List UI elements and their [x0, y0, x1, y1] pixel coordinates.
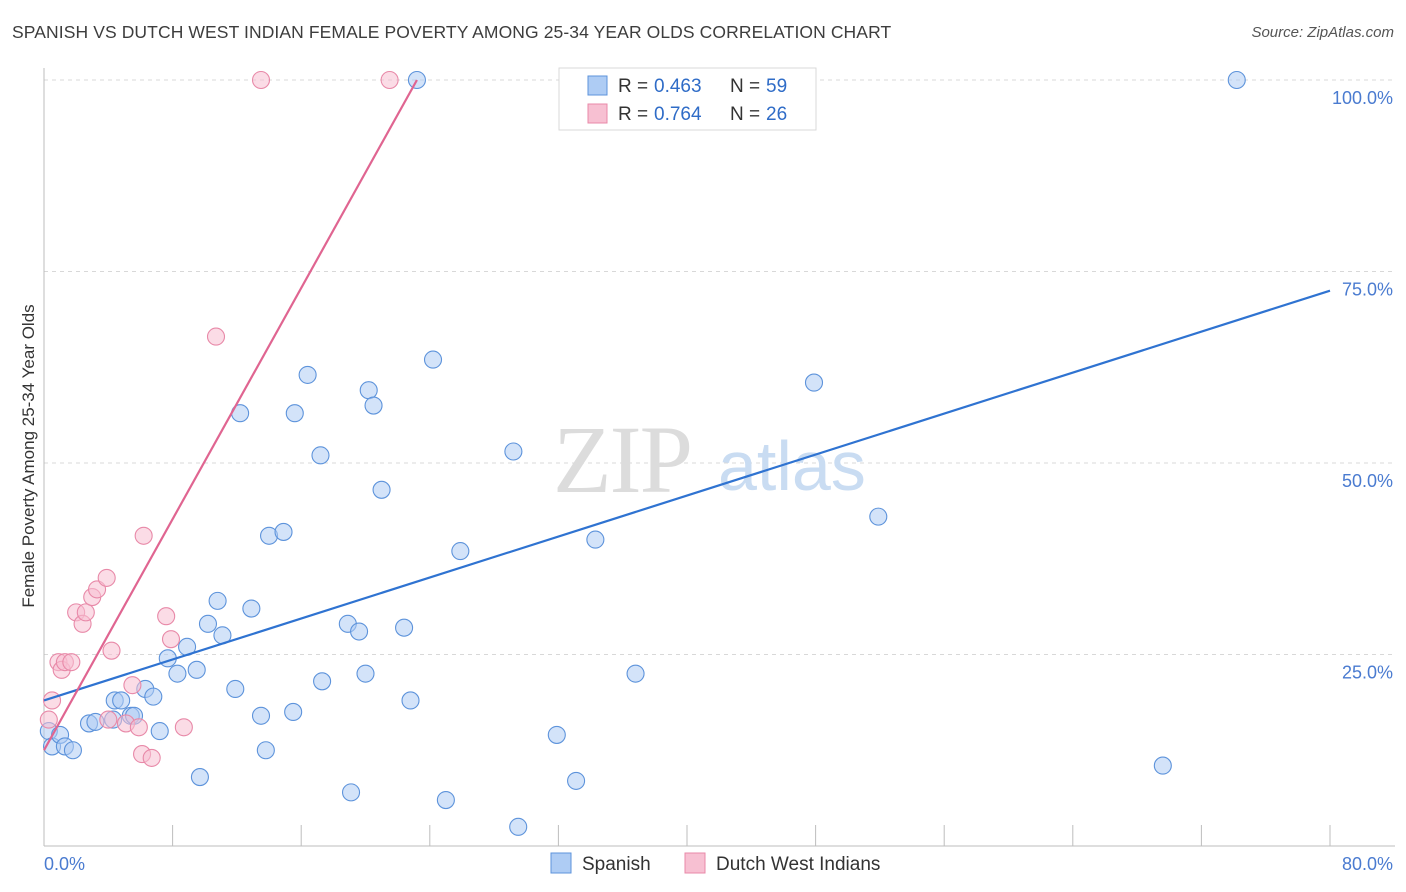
x-tick-labels: 0.0% 80.0%	[44, 854, 1393, 874]
point-spanish	[504, 442, 523, 461]
y-axis-title: Female Poverty Among 25-34 Year Olds	[19, 304, 38, 607]
stats-r-label-spanish: R =	[618, 76, 648, 97]
gridlines	[44, 79, 1395, 655]
point-spanish	[256, 741, 275, 760]
point-spanish	[285, 404, 304, 423]
stats-r-value-dutch-west-indians: 0.764	[654, 104, 702, 125]
y-tick-label: 25.0%	[1342, 663, 1393, 683]
point-spanish	[112, 691, 131, 710]
point-spanish	[804, 373, 824, 392]
point-spanish	[190, 768, 209, 787]
legend-swatch-spanish	[550, 852, 572, 874]
legend-label-spanish: Spanish	[582, 854, 651, 875]
x-tick-label: 0.0%	[44, 854, 85, 874]
source-label: Source: ZipAtlas.com	[1251, 24, 1394, 41]
chart-title: SPANISH VS DUTCH WEST INDIAN FEMALE POVE…	[12, 22, 892, 42]
point-dutch-west-indians	[62, 653, 81, 672]
point-spanish	[423, 350, 443, 369]
legend-swatch-dutch-west-indians	[684, 852, 706, 874]
point-dutch-west-indians	[102, 641, 121, 660]
watermark-atlas-text: atlas	[718, 427, 866, 505]
trend-line-spanish	[43, 289, 1331, 702]
point-spanish	[586, 530, 605, 549]
point-dutch-west-indians	[161, 630, 181, 649]
stats-swatch-dutch-west-indians	[587, 103, 608, 124]
y-tick-label: 100.0%	[1332, 88, 1393, 108]
point-spanish	[313, 672, 332, 691]
point-spanish	[311, 446, 330, 465]
point-spanish	[1227, 70, 1246, 90]
point-spanish	[869, 507, 888, 526]
point-dutch-west-indians	[157, 607, 176, 626]
point-dutch-west-indians	[134, 526, 153, 545]
series-legend: Spanish Dutch West Indians	[550, 852, 880, 875]
stats-r-value-spanish: 0.463	[654, 76, 702, 97]
stats-legend: R = 0.463 N = 59 R = 0.764 N = 26	[558, 67, 817, 131]
y-tick-label: 75.0%	[1342, 280, 1393, 300]
stats-r-label-dutch-west-indians: R =	[618, 104, 648, 125]
point-spanish	[298, 365, 317, 384]
point-spanish	[395, 618, 414, 637]
point-spanish	[372, 480, 391, 499]
point-dutch-west-indians	[251, 70, 271, 90]
point-spanish	[274, 522, 293, 541]
stats-n-value-spanish: 59	[766, 76, 787, 97]
point-dutch-west-indians	[39, 710, 58, 729]
point-spanish	[63, 741, 82, 760]
stats-swatch-spanish	[587, 75, 608, 96]
point-spanish	[350, 622, 369, 641]
point-spanish	[356, 664, 375, 683]
y-tick-labels: 100.0% 75.0% 50.0% 25.0%	[1332, 88, 1393, 683]
point-spanish	[364, 396, 383, 415]
point-spanish	[436, 790, 455, 810]
y-tick-label: 50.0%	[1342, 471, 1393, 491]
point-spanish	[242, 599, 261, 618]
point-spanish	[1153, 756, 1172, 775]
point-dutch-west-indians	[76, 603, 95, 622]
point-spanish	[284, 702, 303, 722]
point-spanish	[226, 679, 245, 699]
point-spanish	[401, 691, 420, 710]
point-spanish	[251, 706, 271, 725]
watermark: ZIP atlas	[553, 406, 866, 513]
point-spanish	[168, 664, 187, 683]
point-spanish	[567, 771, 586, 790]
point-spanish	[359, 381, 378, 400]
point-dutch-west-indians	[206, 327, 226, 346]
point-spanish	[187, 660, 206, 679]
axes	[43, 68, 1395, 847]
point-dutch-west-indians	[99, 710, 118, 729]
point-spanish	[626, 664, 645, 683]
data-points	[39, 70, 1246, 836]
point-spanish	[451, 542, 470, 561]
point-spanish	[144, 687, 163, 706]
point-spanish	[547, 725, 566, 744]
point-dutch-west-indians	[174, 718, 193, 737]
point-spanish	[150, 722, 169, 741]
legend-label-dutch-west-indians: Dutch West Indians	[716, 854, 880, 875]
stats-n-label-dutch-west-indians: N =	[730, 104, 760, 125]
point-dutch-west-indians	[129, 718, 148, 737]
point-spanish	[509, 817, 528, 836]
stats-n-label-spanish: N =	[730, 76, 760, 97]
watermark-zip-text: ZIP	[553, 406, 691, 513]
point-dutch-west-indians	[380, 70, 399, 90]
point-spanish	[208, 591, 227, 610]
point-dutch-west-indians	[123, 676, 142, 695]
stats-n-value-dutch-west-indians: 26	[766, 104, 787, 125]
point-dutch-west-indians	[142, 748, 161, 767]
x-tick-label: 80.0%	[1342, 854, 1393, 874]
trend-line-dutch-west-indians	[43, 79, 418, 751]
point-spanish	[198, 614, 218, 633]
point-dutch-west-indians	[97, 568, 116, 587]
trend-lines	[43, 79, 1331, 751]
point-spanish	[341, 783, 361, 802]
